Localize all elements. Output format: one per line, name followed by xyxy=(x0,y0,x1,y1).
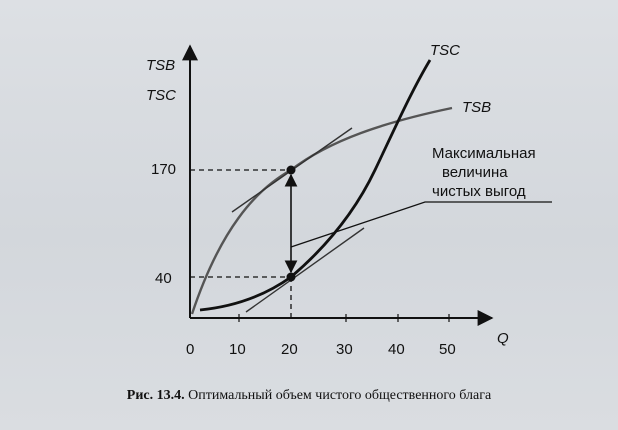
y-tick-40: 40 xyxy=(155,270,172,287)
caption-text: Оптимальный объем чистого общественного … xyxy=(188,388,492,403)
x-tick-50: 50 xyxy=(439,341,456,358)
y-axis-label-tsb: TSB xyxy=(146,57,175,74)
caption-label: Рис. 13.4. xyxy=(126,388,185,403)
tsc-tangent-line xyxy=(245,227,365,313)
tsc-curve-label: TSC xyxy=(430,42,460,59)
x-tick-40: 40 xyxy=(388,341,405,358)
x-tick-0: 0 xyxy=(186,341,194,358)
y-tick-170: 170 xyxy=(151,161,176,178)
annotation-line-1: Максимальная xyxy=(432,145,536,162)
annotation-leader-line xyxy=(290,201,552,248)
x-tick-10: 10 xyxy=(229,341,246,358)
tsc-curve xyxy=(199,59,432,312)
x-tick-30: 30 xyxy=(336,341,353,358)
annotation-line-3: чистых выгод xyxy=(432,183,526,200)
x-axis-label: Q xyxy=(497,330,509,347)
tsb-point-q20 xyxy=(286,165,296,175)
x-tick-20: 20 xyxy=(281,341,298,358)
annotation-line-2: величина xyxy=(442,164,508,181)
tsb-curve-label: TSB xyxy=(462,99,491,116)
y-axis-label-tsc: TSC xyxy=(146,87,176,104)
tsc-point-q20 xyxy=(286,272,296,282)
figure-caption: Рис. 13.4. Оптимальный объем чистого общ… xyxy=(0,388,618,404)
tsb-curve xyxy=(190,106,453,315)
